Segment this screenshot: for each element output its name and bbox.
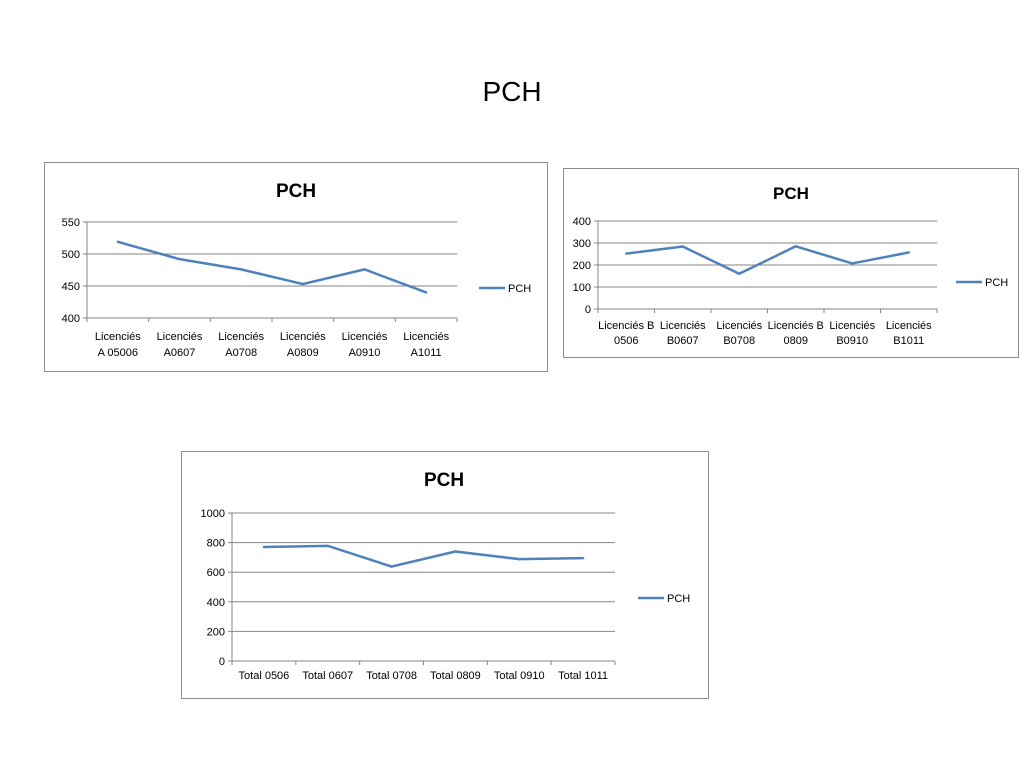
x-category-label: Licenciés B0607 <box>660 320 706 347</box>
chart-total-svg: PCH 0 200 400 600 800 1000 Total 0506 Total 0607… <box>201 470 691 682</box>
x-category-label: Licenciés A 05006 <box>95 331 141 359</box>
chart-licencies-a: PCH 400 450 500 550 Licenciés A 05006 Licenciés… <box>44 162 548 372</box>
x-category-label: Licenciés B0708 <box>716 320 762 347</box>
data-point <box>581 556 585 560</box>
y-tick-label: 100 <box>573 282 591 294</box>
chart-title: PCH <box>424 470 464 491</box>
chart-title: PCH <box>276 181 316 202</box>
x-category-label: Licenciés B 0506 <box>598 320 654 347</box>
data-point <box>851 262 854 265</box>
data-point <box>262 545 266 549</box>
y-tick-label: 500 <box>62 249 80 261</box>
legend-label: PCH <box>667 593 690 605</box>
chart-total: PCH 0 200 400 600 800 1000 Total 0506 Total 0607… <box>181 451 709 699</box>
data-point <box>301 282 305 286</box>
slide-title: PCH <box>482 76 542 107</box>
y-tick-label: 400 <box>62 313 80 325</box>
x-category-label: Total 0910 <box>494 670 545 682</box>
x-category-label: Licenciés A0607 <box>157 331 203 359</box>
data-point <box>738 272 741 275</box>
data-point <box>794 245 797 248</box>
data-point <box>390 565 393 568</box>
y-tick-label: 600 <box>207 567 225 579</box>
legend-label: PCH <box>508 283 531 295</box>
x-category-label: Licenciés A1011 <box>403 331 449 359</box>
data-point <box>454 550 457 553</box>
y-tick-label: 300 <box>573 238 591 250</box>
y-tick-label: 200 <box>573 260 591 272</box>
y-tick-label: 800 <box>207 538 225 550</box>
x-category-label: Licenciés A0910 <box>342 331 388 359</box>
y-tick-label: 400 <box>207 597 225 609</box>
x-category-label: Total 0506 <box>239 670 290 682</box>
x-category-label: Licenciés B 0809 <box>768 320 824 347</box>
data-point <box>116 240 120 244</box>
data-point <box>239 268 243 271</box>
data-point <box>178 257 181 261</box>
series-line-pch <box>263 544 584 568</box>
x-category-label: Total 0809 <box>430 670 481 682</box>
y-tick-label: 200 <box>207 626 225 638</box>
series-line-pch <box>117 240 427 294</box>
x-category-label: Total 0607 <box>302 670 353 682</box>
y-tick-label: 0 <box>585 304 591 316</box>
data-point <box>625 252 628 255</box>
chart-licencies-a-svg: PCH 400 450 500 550 Licenciés A 05006 Licenciés… <box>62 181 532 359</box>
data-point <box>518 557 521 561</box>
series-line-pch <box>626 245 909 276</box>
x-category-label: Licenciés B1011 <box>886 320 932 347</box>
data-point <box>907 251 910 254</box>
chart-title: PCH <box>773 184 809 203</box>
x-category-label: Licenciés B0910 <box>829 320 875 347</box>
x-category-label: Licenciés A0809 <box>280 331 326 359</box>
chart-licencies-b: PCH 0 100 200 300 400 Licenciés B 0506 Licenciés… <box>563 168 1019 358</box>
data-point <box>363 268 366 271</box>
y-tick-label: 0 <box>219 656 225 668</box>
data-point <box>326 544 329 548</box>
data-point <box>681 245 684 248</box>
y-tick-label: 400 <box>573 216 591 228</box>
y-tick-label: 450 <box>62 281 80 293</box>
x-category-label: Total 1011 <box>558 670 608 682</box>
y-tick-label: 1000 <box>201 508 225 520</box>
y-tick-label: 550 <box>62 217 80 229</box>
legend-label: PCH <box>985 277 1008 289</box>
data-point <box>424 291 428 294</box>
x-category-label: Licenciés A0708 <box>218 331 264 359</box>
x-category-label: Total 0708 <box>366 670 417 682</box>
